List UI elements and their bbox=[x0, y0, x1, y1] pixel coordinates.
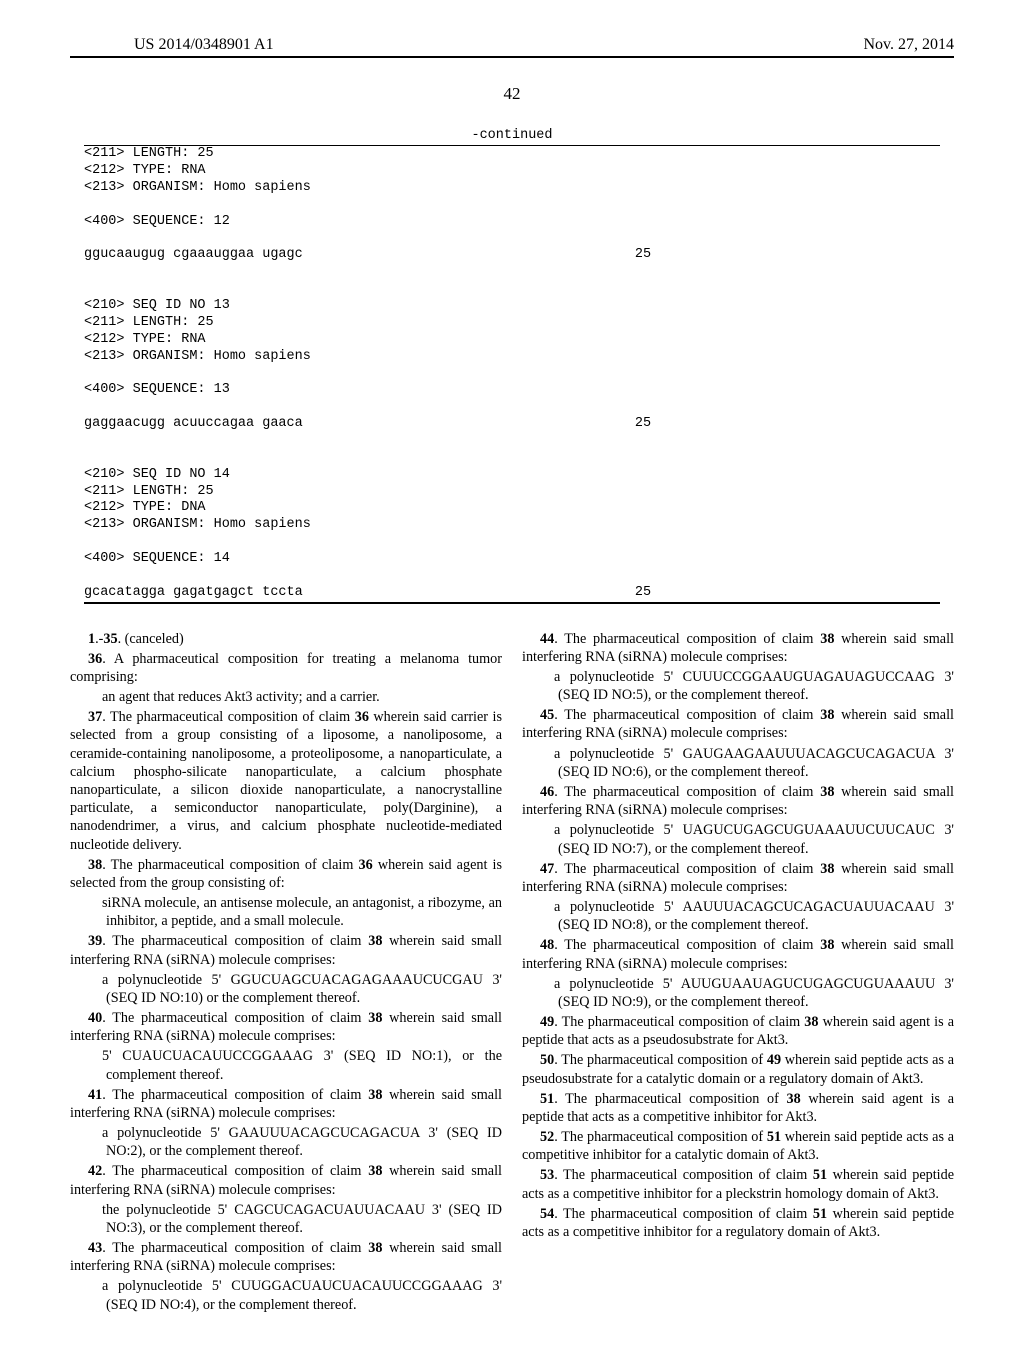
claim-paragraph: 38. The pharmaceutical composition of cl… bbox=[70, 856, 502, 892]
publication-date: Nov. 27, 2014 bbox=[863, 36, 954, 54]
header-rule bbox=[70, 56, 954, 58]
page-number: 42 bbox=[70, 84, 954, 104]
continued-label: -continued bbox=[70, 128, 954, 143]
claim-subclause: an agent that reduces Akt3 activity; and… bbox=[70, 688, 502, 706]
claim-subclause: 5' CUAUCUACAUUCCGGAAAG 3' (SEQ ID NO:1),… bbox=[70, 1047, 502, 1083]
claim-paragraph: 37. The pharmaceutical composition of cl… bbox=[70, 708, 502, 853]
claim-subclause: a polynucleotide 5' CUUGGACUAUCUACAUUCCG… bbox=[70, 1277, 502, 1313]
claim-subclause: a polynucleotide 5' GGUCUAGCUACAGAGAAAU­… bbox=[70, 971, 502, 1007]
claim-paragraph: 36. A pharmaceutical composition for tre… bbox=[70, 650, 502, 686]
claim-paragraph: 44. The pharmaceutical composition of cl… bbox=[522, 630, 954, 666]
claim-subclause: a polynucleotide 5' AUUGUAAUAGUCUGAGCU­G… bbox=[522, 975, 954, 1011]
claim-paragraph: 46. The pharmaceutical composition of cl… bbox=[522, 783, 954, 819]
claims-columns: 1.-35. (canceled) 36. A pharmaceutical co… bbox=[70, 630, 954, 1316]
claim-paragraph: 1.-35. (canceled) bbox=[70, 630, 502, 648]
publication-number: US 2014/0348901 A1 bbox=[70, 36, 274, 54]
claim-paragraph: 47. The pharmaceutical composition of cl… bbox=[522, 860, 954, 896]
claim-paragraph: 43. The pharmaceutical composition of cl… bbox=[70, 1239, 502, 1275]
claim-subclause: a polynucleotide 5' CUUUCCGGAAUGUAGAUAGU… bbox=[522, 668, 954, 704]
claim-paragraph: 45. The pharmaceutical composition of cl… bbox=[522, 706, 954, 742]
claim-subclause: siRNA molecule, an antisense molecule, a… bbox=[70, 894, 502, 930]
claim-paragraph: 51. The pharmaceutical composition of 38… bbox=[522, 1090, 954, 1126]
claim-paragraph: 42. The pharmaceutical composition of cl… bbox=[70, 1162, 502, 1198]
claim-paragraph: 49. The pharmaceutical composition of cl… bbox=[522, 1013, 954, 1049]
claim-subclause: a polynucleotide 5' GAUGAAGAAUUUACAGCUCA… bbox=[522, 745, 954, 781]
claim-paragraph: 52. The pharmaceutical composition of 51… bbox=[522, 1128, 954, 1164]
claims-column-left: 1.-35. (canceled) 36. A pharmaceutical co… bbox=[70, 630, 502, 1316]
claim-paragraph: 41. The pharmaceutical composition of cl… bbox=[70, 1086, 502, 1122]
claim-subclause: the polynucleotide 5' CAGCUCAGACUAUUACAA… bbox=[70, 1201, 502, 1237]
claim-paragraph: 39. The pharmaceutical composition of cl… bbox=[70, 932, 502, 968]
seq-rule-bottom bbox=[84, 602, 940, 604]
claim-paragraph: 50. The pharmaceutical composition of 49… bbox=[522, 1051, 954, 1087]
claim-subclause: a polynucleotide 5' UAGUCUGAGCUGUAAAUUCU… bbox=[522, 821, 954, 857]
claims-column-right: 44. The pharmaceutical composition of cl… bbox=[522, 630, 954, 1316]
sequence-listing: <211> LENGTH: 25 <212> TYPE: RNA <213> O… bbox=[84, 146, 940, 602]
claim-paragraph: 40. The pharmaceutical composition of cl… bbox=[70, 1009, 502, 1045]
claim-paragraph: 54. The pharmaceutical composition of cl… bbox=[522, 1205, 954, 1241]
claim-paragraph: 48. The pharmaceutical composition of cl… bbox=[522, 936, 954, 972]
claim-subclause: a polynucleotide 5' AAUUUACAGCUCAGACUAUU… bbox=[522, 898, 954, 934]
claim-paragraph: 53. The pharmaceutical composition of cl… bbox=[522, 1166, 954, 1202]
claim-subclause: a polynucleotide 5' GAAUUUACAGCUCAGACUA … bbox=[70, 1124, 502, 1160]
